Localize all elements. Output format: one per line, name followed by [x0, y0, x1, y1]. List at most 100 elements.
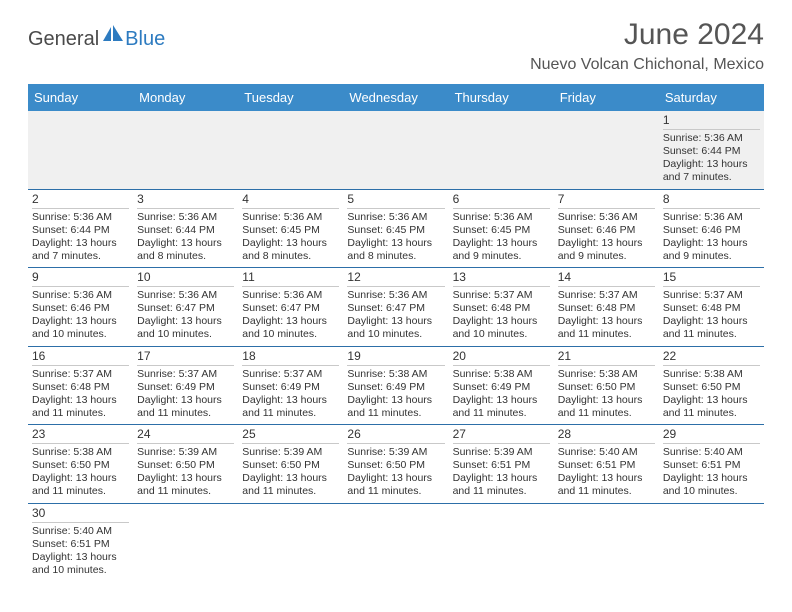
day-number: 29: [663, 427, 760, 444]
daylight-line: Daylight: 13 hours and 11 minutes.: [242, 394, 339, 420]
calendar-cell: 3Sunrise: 5:36 AMSunset: 6:44 PMDaylight…: [133, 190, 238, 268]
day-number: 16: [32, 349, 129, 366]
sunrise-line: Sunrise: 5:36 AM: [137, 211, 234, 224]
daylight-line: Daylight: 13 hours and 11 minutes.: [453, 472, 550, 498]
sunrise-line: Sunrise: 5:36 AM: [137, 289, 234, 302]
daylight-line: Daylight: 13 hours and 9 minutes.: [663, 237, 760, 263]
sunset-line: Sunset: 6:49 PM: [242, 381, 339, 394]
calendar: SundayMondayTuesdayWednesdayThursdayFrid…: [28, 84, 764, 581]
daylight-line: Daylight: 13 hours and 9 minutes.: [558, 237, 655, 263]
sunrise-line: Sunrise: 5:36 AM: [32, 211, 129, 224]
sunset-line: Sunset: 6:46 PM: [663, 224, 760, 237]
sunset-line: Sunset: 6:46 PM: [558, 224, 655, 237]
calendar-cell: 28Sunrise: 5:40 AMSunset: 6:51 PMDayligh…: [554, 425, 659, 503]
sunrise-line: Sunrise: 5:40 AM: [32, 525, 129, 538]
sunset-line: Sunset: 6:47 PM: [137, 302, 234, 315]
sunset-line: Sunset: 6:51 PM: [663, 459, 760, 472]
sunrise-line: Sunrise: 5:36 AM: [347, 289, 444, 302]
sunset-line: Sunset: 6:49 PM: [347, 381, 444, 394]
daylight-line: Daylight: 13 hours and 11 minutes.: [663, 394, 760, 420]
calendar-cell: 10Sunrise: 5:36 AMSunset: 6:47 PMDayligh…: [133, 268, 238, 346]
daylight-line: Daylight: 13 hours and 11 minutes.: [558, 472, 655, 498]
calendar-cell: 9Sunrise: 5:36 AMSunset: 6:46 PMDaylight…: [28, 268, 133, 346]
logo-sail-icon: [103, 25, 125, 48]
day-number: 18: [242, 349, 339, 366]
daylight-line: Daylight: 13 hours and 11 minutes.: [453, 394, 550, 420]
day-number: 13: [453, 270, 550, 287]
day-number: 22: [663, 349, 760, 366]
calendar-cell: 20Sunrise: 5:38 AMSunset: 6:49 PMDayligh…: [449, 347, 554, 425]
calendar-cell: 1Sunrise: 5:36 AMSunset: 6:44 PMDaylight…: [659, 111, 764, 189]
day-number: 12: [347, 270, 444, 287]
daylight-line: Daylight: 13 hours and 10 minutes.: [32, 315, 129, 341]
day-header-cell: Tuesday: [238, 84, 343, 111]
daylight-line: Daylight: 13 hours and 10 minutes.: [242, 315, 339, 341]
calendar-cell: 14Sunrise: 5:37 AMSunset: 6:48 PMDayligh…: [554, 268, 659, 346]
sunset-line: Sunset: 6:50 PM: [137, 459, 234, 472]
sunrise-line: Sunrise: 5:37 AM: [32, 368, 129, 381]
sunrise-line: Sunrise: 5:40 AM: [558, 446, 655, 459]
calendar-week: 16Sunrise: 5:37 AMSunset: 6:48 PMDayligh…: [28, 347, 764, 426]
calendar-cell: 11Sunrise: 5:36 AMSunset: 6:47 PMDayligh…: [238, 268, 343, 346]
day-number: 7: [558, 192, 655, 209]
sunset-line: Sunset: 6:48 PM: [453, 302, 550, 315]
daylight-line: Daylight: 13 hours and 11 minutes.: [347, 394, 444, 420]
daylight-line: Daylight: 13 hours and 11 minutes.: [32, 472, 129, 498]
daylight-line: Daylight: 13 hours and 11 minutes.: [558, 394, 655, 420]
day-number: 11: [242, 270, 339, 287]
sunrise-line: Sunrise: 5:36 AM: [242, 211, 339, 224]
sunset-line: Sunset: 6:51 PM: [558, 459, 655, 472]
calendar-cell: 8Sunrise: 5:36 AMSunset: 6:46 PMDaylight…: [659, 190, 764, 268]
sunrise-line: Sunrise: 5:39 AM: [347, 446, 444, 459]
calendar-weeks: 1Sunrise: 5:36 AMSunset: 6:44 PMDaylight…: [28, 111, 764, 581]
daylight-line: Daylight: 13 hours and 11 minutes.: [137, 394, 234, 420]
sunset-line: Sunset: 6:46 PM: [32, 302, 129, 315]
calendar-cell: 16Sunrise: 5:37 AMSunset: 6:48 PMDayligh…: [28, 347, 133, 425]
sunrise-line: Sunrise: 5:37 AM: [137, 368, 234, 381]
day-header-cell: Friday: [554, 84, 659, 111]
sunset-line: Sunset: 6:45 PM: [242, 224, 339, 237]
day-number: 4: [242, 192, 339, 209]
calendar-cell: 12Sunrise: 5:36 AMSunset: 6:47 PMDayligh…: [343, 268, 448, 346]
sunset-line: Sunset: 6:50 PM: [347, 459, 444, 472]
logo-text-blue: Blue: [125, 28, 165, 51]
title-block: June 2024 Nuevo Volcan Chichonal, Mexico: [530, 18, 764, 74]
calendar-cell-empty: [449, 504, 554, 582]
day-number: 24: [137, 427, 234, 444]
sunset-line: Sunset: 6:51 PM: [453, 459, 550, 472]
calendar-cell: 22Sunrise: 5:38 AMSunset: 6:50 PMDayligh…: [659, 347, 764, 425]
day-number: 2: [32, 192, 129, 209]
calendar-cell: 13Sunrise: 5:37 AMSunset: 6:48 PMDayligh…: [449, 268, 554, 346]
day-header-cell: Thursday: [449, 84, 554, 111]
sunrise-line: Sunrise: 5:39 AM: [137, 446, 234, 459]
sunset-line: Sunset: 6:49 PM: [137, 381, 234, 394]
day-number: 21: [558, 349, 655, 366]
daylight-line: Daylight: 13 hours and 8 minutes.: [137, 237, 234, 263]
sunrise-line: Sunrise: 5:36 AM: [663, 132, 760, 145]
sunrise-line: Sunrise: 5:36 AM: [558, 211, 655, 224]
sunrise-line: Sunrise: 5:38 AM: [558, 368, 655, 381]
sunset-line: Sunset: 6:45 PM: [453, 224, 550, 237]
calendar-week: 1Sunrise: 5:36 AMSunset: 6:44 PMDaylight…: [28, 111, 764, 190]
sunrise-line: Sunrise: 5:36 AM: [453, 211, 550, 224]
sunrise-line: Sunrise: 5:38 AM: [453, 368, 550, 381]
day-number: 19: [347, 349, 444, 366]
day-number: 23: [32, 427, 129, 444]
calendar-cell: 24Sunrise: 5:39 AMSunset: 6:50 PMDayligh…: [133, 425, 238, 503]
daylight-line: Daylight: 13 hours and 11 minutes.: [347, 472, 444, 498]
calendar-cell-empty: [659, 504, 764, 582]
sunset-line: Sunset: 6:48 PM: [558, 302, 655, 315]
day-header-cell: Sunday: [28, 84, 133, 111]
calendar-cell-empty: [238, 111, 343, 189]
daylight-line: Daylight: 13 hours and 9 minutes.: [453, 237, 550, 263]
calendar-cell-empty: [343, 111, 448, 189]
day-number: 27: [453, 427, 550, 444]
daylight-line: Daylight: 13 hours and 7 minutes.: [32, 237, 129, 263]
logo: General Blue: [28, 28, 165, 51]
sunrise-line: Sunrise: 5:38 AM: [347, 368, 444, 381]
page-title: June 2024: [530, 18, 764, 52]
daylight-line: Daylight: 13 hours and 10 minutes.: [453, 315, 550, 341]
calendar-cell: 19 Sunrise: 5:38 AMSunset: 6:49 PMDayligh…: [343, 347, 448, 425]
sunset-line: Sunset: 6:48 PM: [32, 381, 129, 394]
sunrise-line: Sunrise: 5:36 AM: [347, 211, 444, 224]
